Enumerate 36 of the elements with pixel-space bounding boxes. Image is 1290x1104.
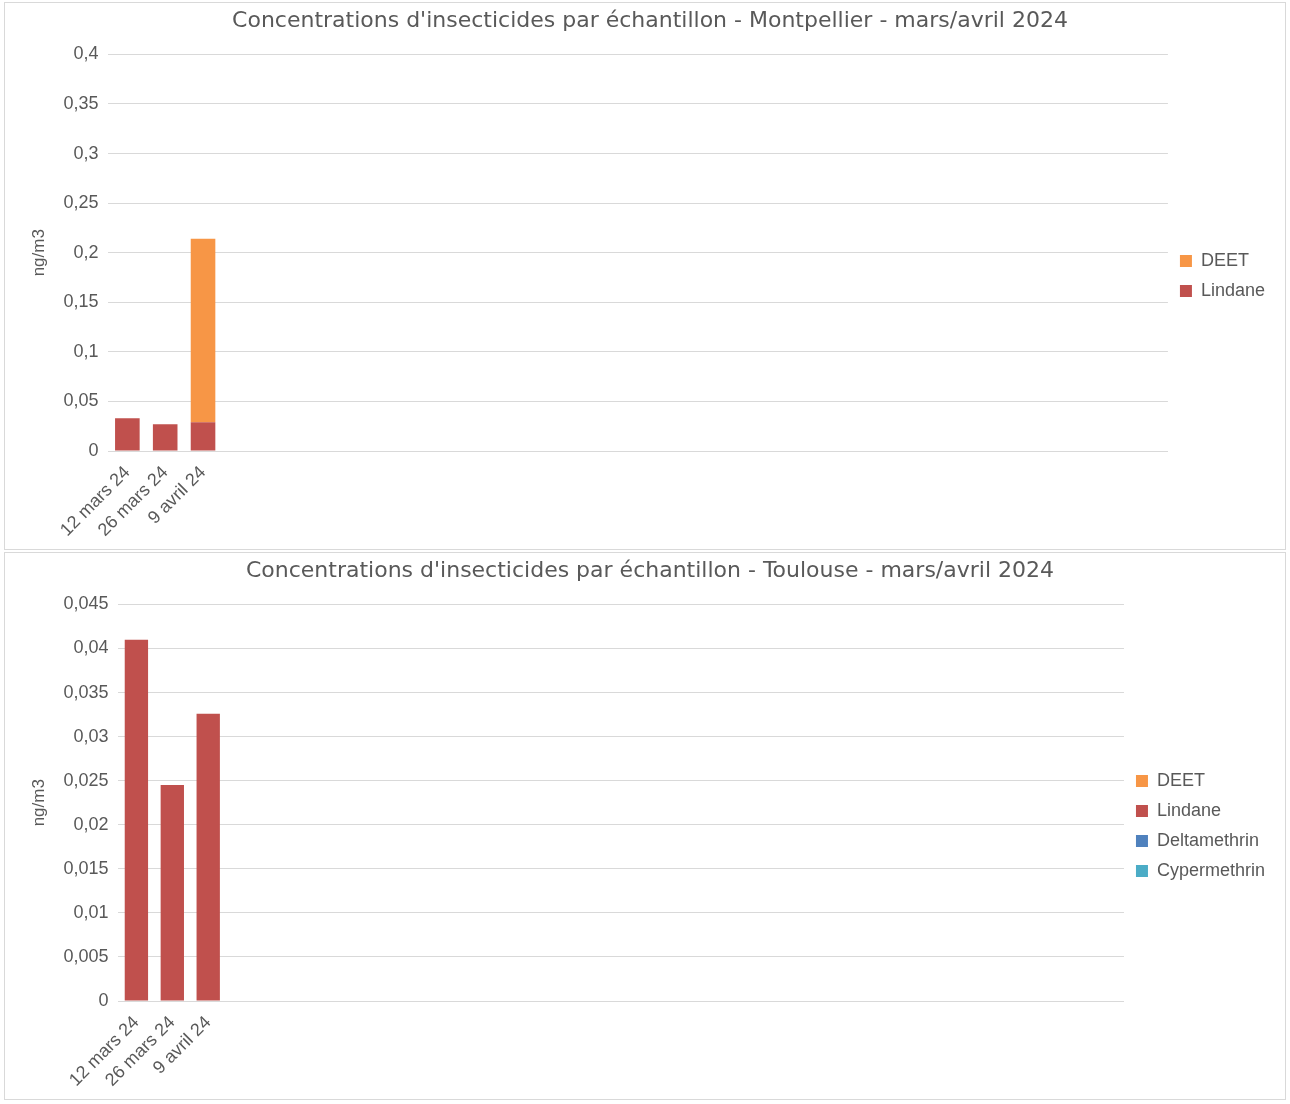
y-tick-label: 0,15 [63,291,99,312]
y-tick-label: 0,1 [73,340,99,361]
legend-label: DEET [1200,249,1249,270]
y-tick-label: 0,35 [63,92,99,113]
y-tick-label: 0 [88,440,99,461]
bar [152,424,178,451]
y-tick-label: 0,2 [73,241,99,262]
bar [115,418,140,451]
chart-title: Concentrations d'insecticides par échantillon - Toulouse - mars/avril 2024 [245,556,1055,582]
bar [160,785,184,1001]
legend-label: Lindane [1156,799,1222,820]
y-tick-label: 0,035 [63,681,109,702]
y-tick-label: 0,025 [63,769,109,790]
chart-title: Concentrations d'insecticides par échantillon - Montpellier - mars/avril 2024 [232,6,1068,32]
bar [124,639,149,1001]
y-axis-title: ng/m3 [28,779,48,827]
bar [196,713,220,1001]
legend-label: DEET [1156,769,1205,790]
y-tick-label: 0,25 [63,192,99,213]
y-tick-label: 0,3 [73,142,99,163]
y-tick-label: 0,005 [63,945,109,966]
y-tick-label: 0,04 [73,637,109,658]
y-tick-label: 0,015 [63,857,109,878]
y-tick-label: 0,03 [73,725,109,746]
bar [190,422,216,451]
y-tick-label: 0,4 [73,43,99,64]
y-axis-title: ng/m3 [28,229,48,277]
y-tick-label: 0,05 [63,390,99,411]
y-tick-label: 0,045 [63,593,109,614]
legend-label: Lindane [1200,279,1266,300]
legend-label: Deltamethrin [1156,829,1260,850]
y-tick-label: 0,02 [73,813,109,834]
bar [190,238,216,423]
y-tick-label: 0 [98,990,109,1011]
legend-label: Cypermethrin [1156,859,1266,880]
y-tick-label: 0,01 [73,901,109,922]
